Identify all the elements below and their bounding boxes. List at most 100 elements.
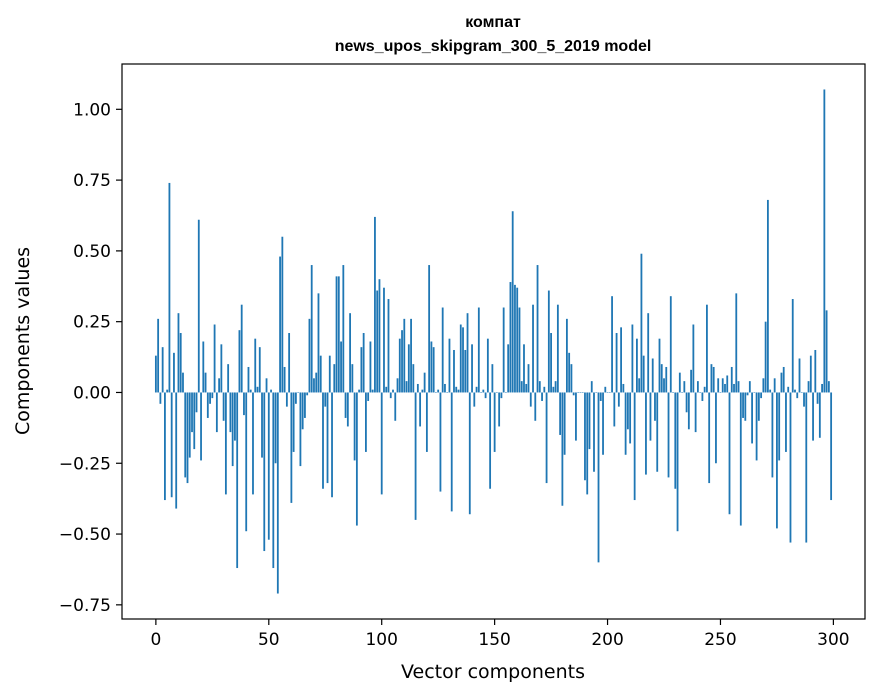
bar [349,313,351,393]
bar [737,381,740,393]
bar [807,381,810,393]
bar [776,392,778,529]
bar [638,378,641,393]
bar [428,265,431,393]
bar [787,386,790,393]
bar [647,313,650,393]
bar [484,392,487,399]
bar [667,392,670,478]
y-tick-label: −0.75 [59,596,111,616]
bar [326,392,329,484]
bar [308,318,311,393]
bar [315,372,318,393]
bar [529,392,532,407]
bar [520,381,523,393]
bar [215,392,218,433]
x-tick-label: 100 [365,630,397,650]
bar [446,392,449,393]
bar [565,318,568,393]
bar [362,333,365,393]
bar [243,392,245,416]
bar [651,358,654,393]
bar [760,392,763,399]
bar [238,330,241,393]
bar [272,392,275,569]
bar [234,392,236,441]
bar [559,392,562,435]
bar [459,324,462,393]
bar [164,392,166,501]
bar [733,383,735,393]
bar [502,307,505,393]
bar [340,341,342,393]
bar [586,392,589,495]
bar [744,392,747,421]
bar [511,211,514,393]
bar [159,392,162,404]
bar [719,392,722,393]
bar [170,392,173,498]
bar [597,392,600,563]
bar [505,392,507,393]
bar [663,378,665,393]
bar [678,372,681,393]
bar [281,236,284,393]
bar [514,284,516,393]
bar [816,392,819,404]
bar [405,381,408,393]
bar [509,282,512,393]
bar [624,392,627,455]
bar [550,333,552,393]
bar [523,344,525,393]
bar [195,392,198,413]
bar [157,318,160,393]
bar [439,392,442,492]
bar [809,355,812,393]
bar [563,392,566,455]
x-tick-label: 200 [591,630,623,650]
bar [782,366,785,393]
bar [584,392,586,481]
bar [640,253,643,393]
bar [188,392,191,458]
bar [669,296,672,393]
bar [276,392,279,594]
bar [561,392,564,506]
bar [441,307,444,393]
bar [229,392,232,433]
bar [527,364,530,393]
bar [432,347,435,393]
bar [322,392,324,489]
bar [240,304,243,393]
bar [358,389,361,393]
bar [751,392,753,444]
bar [696,381,699,393]
bar [491,364,494,393]
bar [629,392,632,444]
bar [769,389,772,393]
bar [724,383,726,393]
bar [622,383,625,393]
bar [590,381,593,393]
bar [202,341,205,393]
bar [572,392,575,396]
bar [649,392,652,441]
bar [552,386,555,393]
chart-title: компат [465,14,521,31]
bar [464,349,467,393]
bar [154,355,157,393]
bar [407,344,410,393]
bar [604,386,607,393]
bar [457,389,460,393]
bar [270,389,272,393]
bar [615,333,618,393]
y-tick-label: −0.25 [59,454,111,474]
bar [213,324,216,393]
bar [525,383,528,393]
bar [805,392,808,543]
bar [755,392,758,461]
y-axis-ticks: −0.75 −0.50 −0.25 0.00 0.25 0.50 0.75 1.00 [59,100,122,616]
bar [685,392,688,413]
bar [267,392,270,540]
bar [245,392,248,532]
